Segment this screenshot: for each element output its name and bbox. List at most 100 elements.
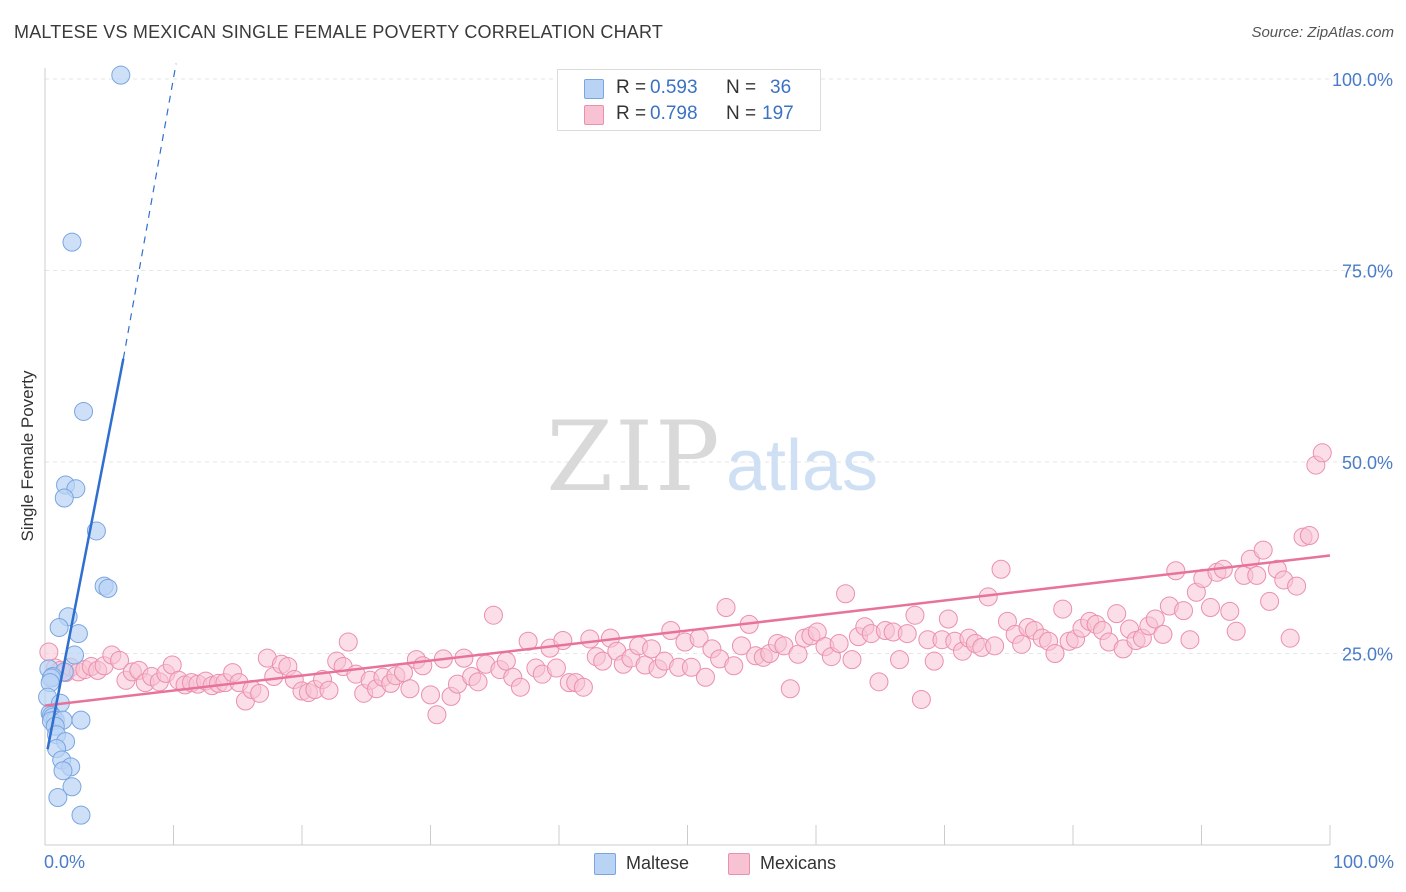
maltese-trend-extension xyxy=(122,63,177,359)
data-point xyxy=(1220,601,1240,621)
r-label: R = xyxy=(616,77,647,98)
data-point xyxy=(1287,576,1307,596)
legend-label: Mexicans xyxy=(760,853,837,873)
data-point xyxy=(985,636,1005,656)
data-point xyxy=(593,651,613,671)
y-tick-label: 100.0% xyxy=(1332,70,1393,90)
data-point xyxy=(468,672,488,692)
data-point xyxy=(110,650,130,670)
data-point xyxy=(1226,621,1246,641)
data-point xyxy=(421,685,440,705)
source-label: Source: ZipAtlas.com xyxy=(1251,24,1394,41)
data-point xyxy=(829,634,849,654)
data-point xyxy=(53,761,73,781)
data-point xyxy=(642,639,662,659)
data-point xyxy=(1012,634,1032,654)
watermark-atlas: atlas xyxy=(726,426,878,506)
data-point xyxy=(1253,540,1273,560)
data-point xyxy=(1053,599,1073,619)
data-point xyxy=(938,609,958,629)
data-point xyxy=(54,488,74,508)
maltese-trend-line xyxy=(46,358,125,750)
data-point xyxy=(71,710,91,730)
data-point xyxy=(1280,628,1300,648)
n-value: 36 xyxy=(770,77,792,98)
data-point xyxy=(546,658,566,678)
data-point xyxy=(62,232,82,252)
data-point xyxy=(1299,526,1319,546)
data-point xyxy=(427,705,447,725)
data-point xyxy=(483,605,503,625)
data-point xyxy=(39,642,59,662)
data-point xyxy=(1200,598,1220,618)
data-point xyxy=(788,644,808,664)
data-point xyxy=(1247,565,1267,585)
r-value: 0.798 xyxy=(650,103,698,124)
y-tick-label: 50.0% xyxy=(1342,453,1393,473)
data-point xyxy=(905,605,925,625)
legend-label: Maltese xyxy=(626,853,690,873)
mexicans-points xyxy=(39,443,1332,725)
r-label: R = xyxy=(616,103,647,124)
mexicans-legend-swatch-icon xyxy=(728,853,750,875)
data-point xyxy=(1174,601,1194,621)
data-point xyxy=(250,683,270,703)
data-point xyxy=(911,689,931,709)
data-point xyxy=(890,650,910,670)
stats-box: R = 0.593 N = 36 R = 0.798 N = 197 xyxy=(557,69,821,131)
gridlines xyxy=(45,78,1392,654)
data-point xyxy=(836,584,856,604)
stats-row-mexicans: R = 0.798 N = 197 xyxy=(558,101,820,127)
data-point xyxy=(1107,604,1127,624)
data-point xyxy=(1166,561,1186,581)
data-point xyxy=(573,677,593,697)
data-point xyxy=(319,680,339,700)
maltese-points xyxy=(38,65,131,825)
data-point xyxy=(724,656,744,676)
watermark-zip: ZIP xyxy=(546,401,721,513)
y-tick-label: 25.0% xyxy=(1342,645,1393,665)
data-point xyxy=(74,401,94,421)
data-point xyxy=(695,667,715,687)
data-point xyxy=(111,65,131,85)
data-point xyxy=(1312,443,1332,463)
data-point xyxy=(1045,644,1065,663)
data-point xyxy=(869,672,889,692)
n-value: 197 xyxy=(762,103,794,124)
y-tick-label: 75.0% xyxy=(1342,262,1393,282)
data-point xyxy=(774,636,794,656)
data-point xyxy=(716,598,736,618)
mexicans-swatch-icon xyxy=(584,105,604,125)
data-point xyxy=(400,679,420,699)
data-point xyxy=(496,651,516,671)
data-point xyxy=(1145,609,1165,629)
data-point xyxy=(49,617,69,637)
data-point xyxy=(71,805,91,825)
data-point xyxy=(991,559,1011,579)
data-point xyxy=(780,679,800,699)
data-point xyxy=(842,650,862,670)
data-point xyxy=(62,777,82,797)
r-value: 0.593 xyxy=(650,77,698,98)
n-label: N = xyxy=(726,103,757,124)
n-label: N = xyxy=(726,77,757,98)
data-point xyxy=(807,622,827,642)
chart-title: MALTESE VS MEXICAN SINGLE FEMALE POVERTY… xyxy=(14,22,664,42)
x-tick-label-min: 0.0% xyxy=(44,852,86,872)
data-point xyxy=(1260,591,1280,611)
maltese-swatch-icon xyxy=(584,79,604,99)
data-point xyxy=(897,624,917,644)
data-point xyxy=(681,657,701,677)
data-point xyxy=(48,788,68,808)
trend-lines xyxy=(44,63,1331,750)
data-point xyxy=(580,629,600,649)
data-point xyxy=(731,636,751,656)
data-point xyxy=(1153,624,1173,644)
data-point xyxy=(510,677,530,697)
x-tick-label-max: 100.0% xyxy=(1332,852,1394,872)
stats-row-maltese: R = 0.593 N = 36 xyxy=(558,75,820,101)
mexicans-trend-line xyxy=(44,554,1331,707)
data-point xyxy=(924,651,944,671)
maltese-legend-swatch-icon xyxy=(594,853,616,875)
